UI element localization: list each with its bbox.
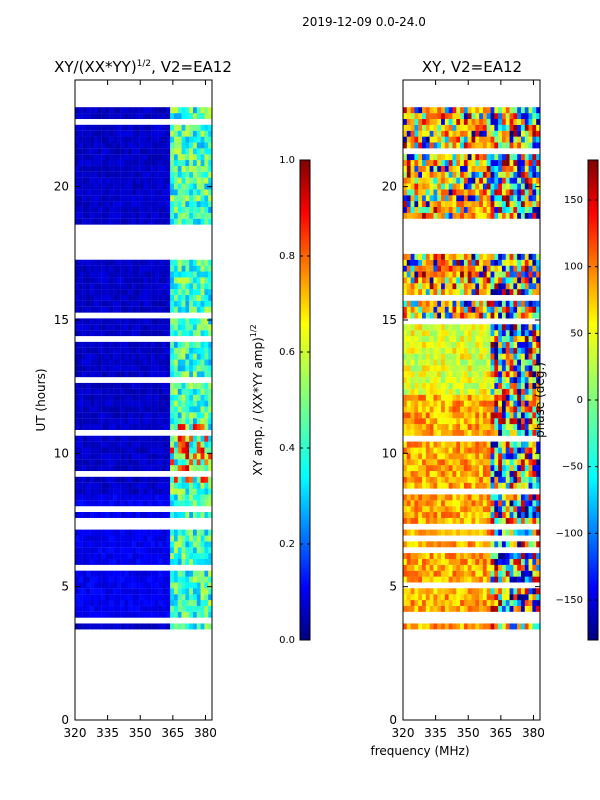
amplitude-colorbar-gradient — [299, 159, 311, 641]
amplitude-x-ticks: 320 335 350 365 380 — [64, 80, 217, 740]
colorbar-tick-label: 0.0 — [279, 635, 295, 646]
x-tick-label: 350 — [129, 726, 152, 740]
y-tick-label: 0 — [389, 713, 397, 727]
colorbar-tick-label: 0.8 — [279, 251, 295, 262]
amplitude-plot-frame — [74, 79, 213, 721]
colorbar-tick-label: 0.2 — [279, 539, 295, 550]
phase-plot-frame — [402, 79, 541, 721]
y-tick-label: 0 — [61, 713, 69, 727]
x-tick-label: 320 — [392, 726, 415, 740]
colorbar-tick-label: 1.0 — [279, 155, 295, 166]
y-tick-label: 10 — [382, 446, 397, 460]
y-tick-label: 10 — [54, 446, 69, 460]
phase-y-ticks: 0 5 10 15 20 — [382, 180, 540, 727]
x-tick-label: 335 — [96, 726, 119, 740]
x-tick-label: 380 — [194, 726, 217, 740]
phase-colorbar: −150 −100 −50 0 50 100 150 phase (deg.) — [533, 159, 599, 641]
y-tick-label: 20 — [382, 180, 397, 194]
y-tick-label: 5 — [61, 580, 69, 594]
x-tick-label: 365 — [161, 726, 184, 740]
colorbar-tick-label: 150 — [564, 195, 583, 206]
amplitude-y-ticks: 0 5 10 15 20 — [54, 180, 212, 727]
y-tick-label: 20 — [54, 180, 69, 194]
y-tick-label: 15 — [54, 313, 69, 327]
amplitude-colorbar: 0.0 0.2 0.4 0.6 0.8 1.0 XY amp. / (XX*YY amp)… — [249, 155, 311, 646]
amplitude-heatmap — [75, 107, 213, 630]
phase-colorbar-ticks: −150 −100 −50 0 50 100 150 — [556, 195, 598, 606]
colorbar-tick-label: −100 — [556, 528, 583, 539]
x-tick-label: 350 — [457, 726, 480, 740]
y-tick-label: 5 — [389, 580, 397, 594]
y-tick-label: 15 — [382, 313, 397, 327]
colorbar-tick-label: −50 — [562, 462, 583, 473]
amplitude-colorbar-ticks: 0.0 0.2 0.4 0.6 0.8 1.0 — [279, 155, 310, 646]
colorbar-tick-label: 100 — [564, 262, 583, 273]
amplitude-panel: XY/(XX*YY)1/2, V2=EA12 320 335 350 365 380 0… — [34, 58, 232, 740]
colorbar-tick-label: 50 — [570, 328, 583, 339]
phase-heatmap — [403, 107, 541, 630]
phase-panel: XY, V2=EA12 320 335 350 365 380 0 5 10 15 20 — [382, 58, 545, 740]
amplitude-colorbar-label: XY amp. / (XX*YY amp)1/2 — [249, 324, 265, 475]
shared-xlabel: frequency (MHz) — [370, 744, 469, 758]
amplitude-ylabel: UT (hours) — [34, 368, 48, 431]
amplitude-panel-title: XY/(XX*YY)1/2, V2=EA12 — [54, 58, 232, 76]
colorbar-tick-label: 0 — [577, 395, 583, 406]
x-tick-label: 380 — [522, 726, 545, 740]
x-tick-label: 365 — [489, 726, 512, 740]
x-tick-label: 320 — [64, 726, 87, 740]
colorbar-tick-label: −150 — [556, 595, 583, 606]
figure-suptitle: 2019-12-09 0.0-24.0 — [302, 15, 426, 29]
x-tick-label: 335 — [424, 726, 447, 740]
colorbar-tick-label: 0.6 — [279, 347, 295, 358]
phase-x-ticks: 320 335 350 365 380 — [392, 80, 545, 740]
phase-colorbar-label: phase (deg.) — [533, 362, 547, 438]
phase-panel-title: XY, V2=EA12 — [422, 58, 522, 76]
colorbar-tick-label: 0.4 — [279, 443, 295, 454]
